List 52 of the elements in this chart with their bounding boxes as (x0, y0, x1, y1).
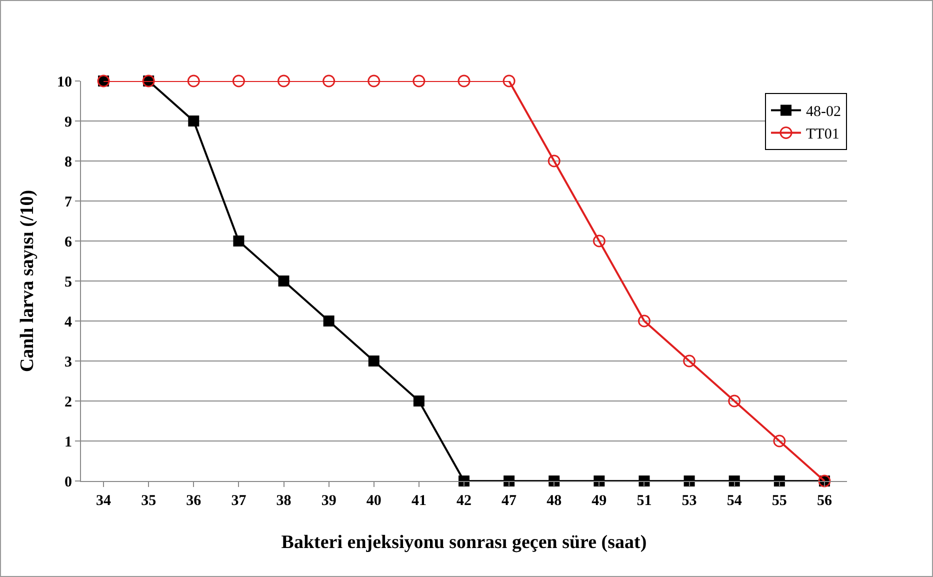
point (683, 354, 696, 368)
x-tick-label: 54 (726, 493, 742, 509)
x-tick-label: 41 (411, 493, 426, 509)
x-tick-label: 34 (96, 493, 112, 509)
x-tick-label: 47 (502, 493, 518, 509)
legend-label: 48-02 (806, 104, 841, 120)
point (278, 74, 290, 88)
y-tick-label: 2 (64, 394, 72, 410)
y-tick-label: 6 (64, 234, 72, 250)
point (592, 234, 606, 248)
y-tick-label: 3 (64, 354, 72, 370)
point (773, 434, 786, 448)
y-tick-label: 4 (64, 314, 72, 330)
point (278, 276, 290, 286)
point (638, 314, 650, 328)
x-tick-label: 56 (816, 493, 832, 509)
x-tick-label: 39 (321, 493, 336, 509)
x-tick-label: 38 (276, 493, 292, 509)
point (728, 394, 741, 408)
point (548, 154, 560, 168)
point (232, 74, 245, 88)
x-tick-label: 36 (186, 493, 202, 509)
x-tick-label: 37 (231, 493, 247, 509)
x-tick-label: 42 (456, 493, 472, 509)
y-axis-title: Canlı larva sayısı (/10) (17, 190, 38, 372)
x-tick-label: 49 (592, 493, 607, 509)
point (233, 236, 244, 246)
x-tick-label: 53 (682, 493, 697, 509)
point (188, 116, 200, 126)
x-tick-label: 48 (546, 493, 562, 509)
point (412, 74, 426, 88)
point (502, 74, 516, 88)
y-tick-label: 7 (64, 194, 72, 210)
x-tick-label: 51 (636, 493, 652, 509)
x-tick-label: 35 (141, 493, 156, 509)
point (322, 74, 336, 88)
point (458, 74, 470, 88)
point (413, 396, 424, 406)
y-tick-label: 5 (64, 274, 72, 290)
y-tick-label: 9 (64, 114, 72, 130)
x-tick-label: 40 (366, 493, 382, 509)
point (368, 74, 380, 88)
point (187, 74, 200, 88)
y-tick-label: 8 (64, 154, 72, 170)
point (323, 316, 334, 326)
x-tick-label: 55 (772, 493, 787, 509)
y-tick-label: 0 (64, 474, 72, 490)
y-tick-label: 10 (57, 74, 72, 90)
y-tick-label: 1 (64, 434, 72, 450)
point (368, 356, 380, 366)
legend-label: TT01 (806, 126, 840, 143)
x-axis-title: Bakteri enjeksiyonu sonrası geçen süre (saat) (281, 532, 647, 553)
